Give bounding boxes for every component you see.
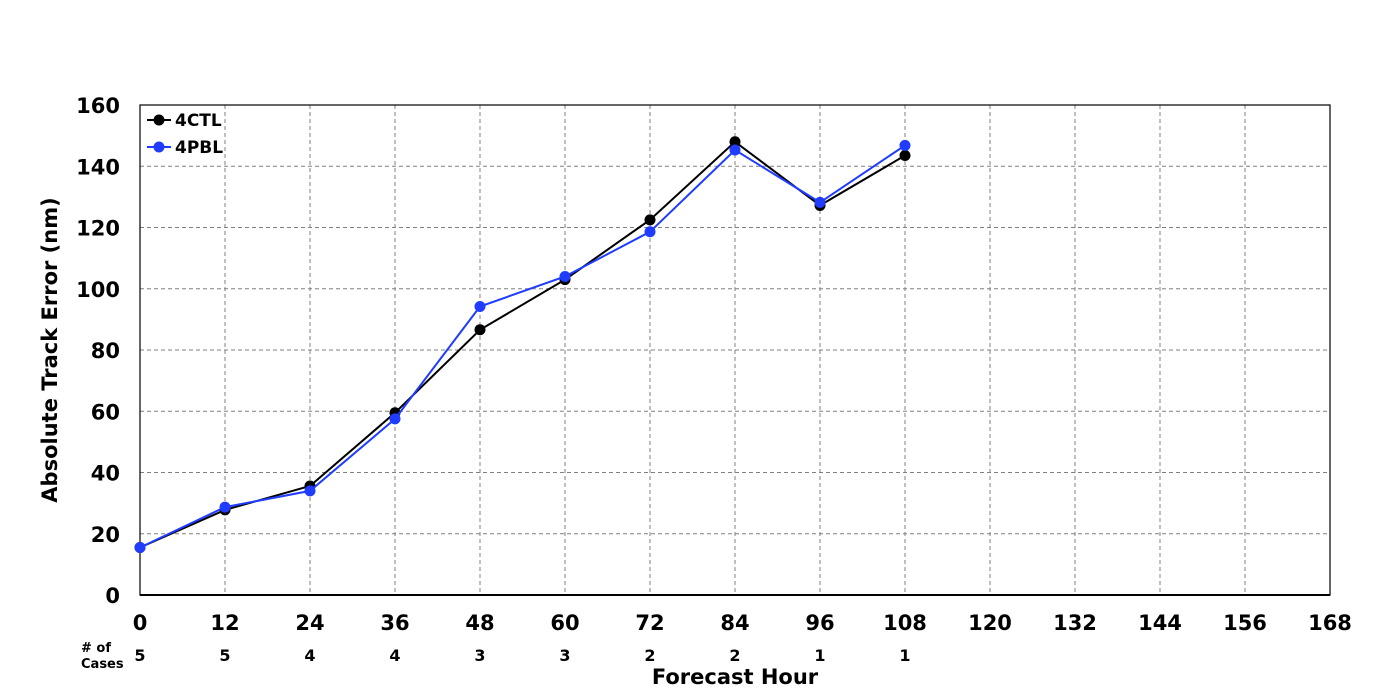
- x-tick-label: 156: [1223, 611, 1267, 635]
- x-tick-label: 48: [465, 611, 494, 635]
- x-tick-label: 60: [550, 611, 579, 635]
- data-point-4ctl: [899, 150, 911, 162]
- series-line-4pbl: [139, 144, 906, 549]
- cases-value: 1: [814, 646, 825, 665]
- cases-row: # of Cases 5 5 4 4 3 3 2 2 1 1: [81, 641, 911, 672]
- y-tick-label: 20: [91, 523, 120, 547]
- legend-label: 4PBL: [175, 138, 223, 158]
- cases-value: 5: [219, 646, 230, 665]
- x-axis-title: Forecast Hour: [652, 665, 819, 689]
- data-point-4pbl: [814, 196, 826, 208]
- data-point-4ctl: [644, 214, 656, 226]
- x-tick-label: 168: [1308, 611, 1352, 635]
- data-point-4pbl: [729, 144, 741, 156]
- cases-label-line2: Cases: [81, 657, 124, 672]
- data-point-4pbl: [644, 226, 656, 238]
- series-layer: [134, 136, 911, 554]
- cases-value: 3: [559, 646, 570, 665]
- y-tick-label: 80: [91, 339, 120, 363]
- data-point-4pbl: [559, 271, 571, 282]
- cases-value: 4: [389, 646, 400, 665]
- x-tick-label: 132: [1053, 611, 1097, 635]
- data-point-4ctl: [729, 136, 741, 148]
- x-tick-label: 0: [133, 611, 148, 635]
- y-tick-label: 100: [76, 278, 120, 302]
- y-tick-label: 140: [76, 155, 120, 179]
- x-tick-label: 144: [1138, 611, 1182, 635]
- cases-value: 1: [899, 646, 910, 665]
- cases-value: 5: [134, 646, 145, 665]
- legend-marker: [153, 141, 165, 153]
- cases-value: 4: [304, 646, 315, 665]
- x-tick-label: 108: [883, 611, 927, 635]
- data-point-4pbl: [474, 301, 486, 313]
- cases-value: 2: [644, 646, 655, 665]
- data-point-4pbl: [219, 501, 231, 513]
- x-tick-label: 96: [805, 611, 834, 635]
- y-tick-label: 40: [91, 462, 120, 486]
- x-tick-label: 120: [968, 611, 1012, 635]
- x-tick-label: 24: [295, 611, 324, 635]
- legend: 4CTL 4PBL: [147, 111, 223, 158]
- data-point-4pbl: [899, 139, 911, 151]
- y-tick-label: 0: [105, 584, 120, 608]
- y-tick-label: 120: [76, 217, 120, 241]
- cases-value: 3: [474, 646, 485, 665]
- legend-label: 4CTL: [175, 111, 222, 131]
- y-tick-label: 160: [76, 94, 120, 118]
- x-tick-label: 84: [720, 611, 749, 635]
- data-point-4pbl: [304, 485, 316, 497]
- cases-label-line1: # of: [81, 641, 111, 656]
- legend-marker: [153, 114, 165, 126]
- data-point-4ctl: [474, 324, 486, 336]
- x-tick-label: 12: [210, 611, 239, 635]
- x-tick-label: 36: [380, 611, 409, 635]
- x-tick-labels: 0 12 24 36 48 60 72 84 96 108 120 132 144 156 168: [133, 611, 1352, 635]
- x-tick-label: 72: [635, 611, 664, 635]
- data-point-4pbl: [389, 413, 401, 425]
- series-line-4ctl: [139, 140, 906, 549]
- grid-layer: [140, 105, 1330, 595]
- y-axis-title: Absolute Track Error (nm): [38, 197, 62, 502]
- data-point-4pbl: [134, 542, 146, 554]
- cases-value: 2: [729, 646, 740, 665]
- y-tick-labels: 0 20 40 60 80 100 120 140 160: [76, 94, 120, 608]
- y-tick-label: 60: [91, 400, 120, 424]
